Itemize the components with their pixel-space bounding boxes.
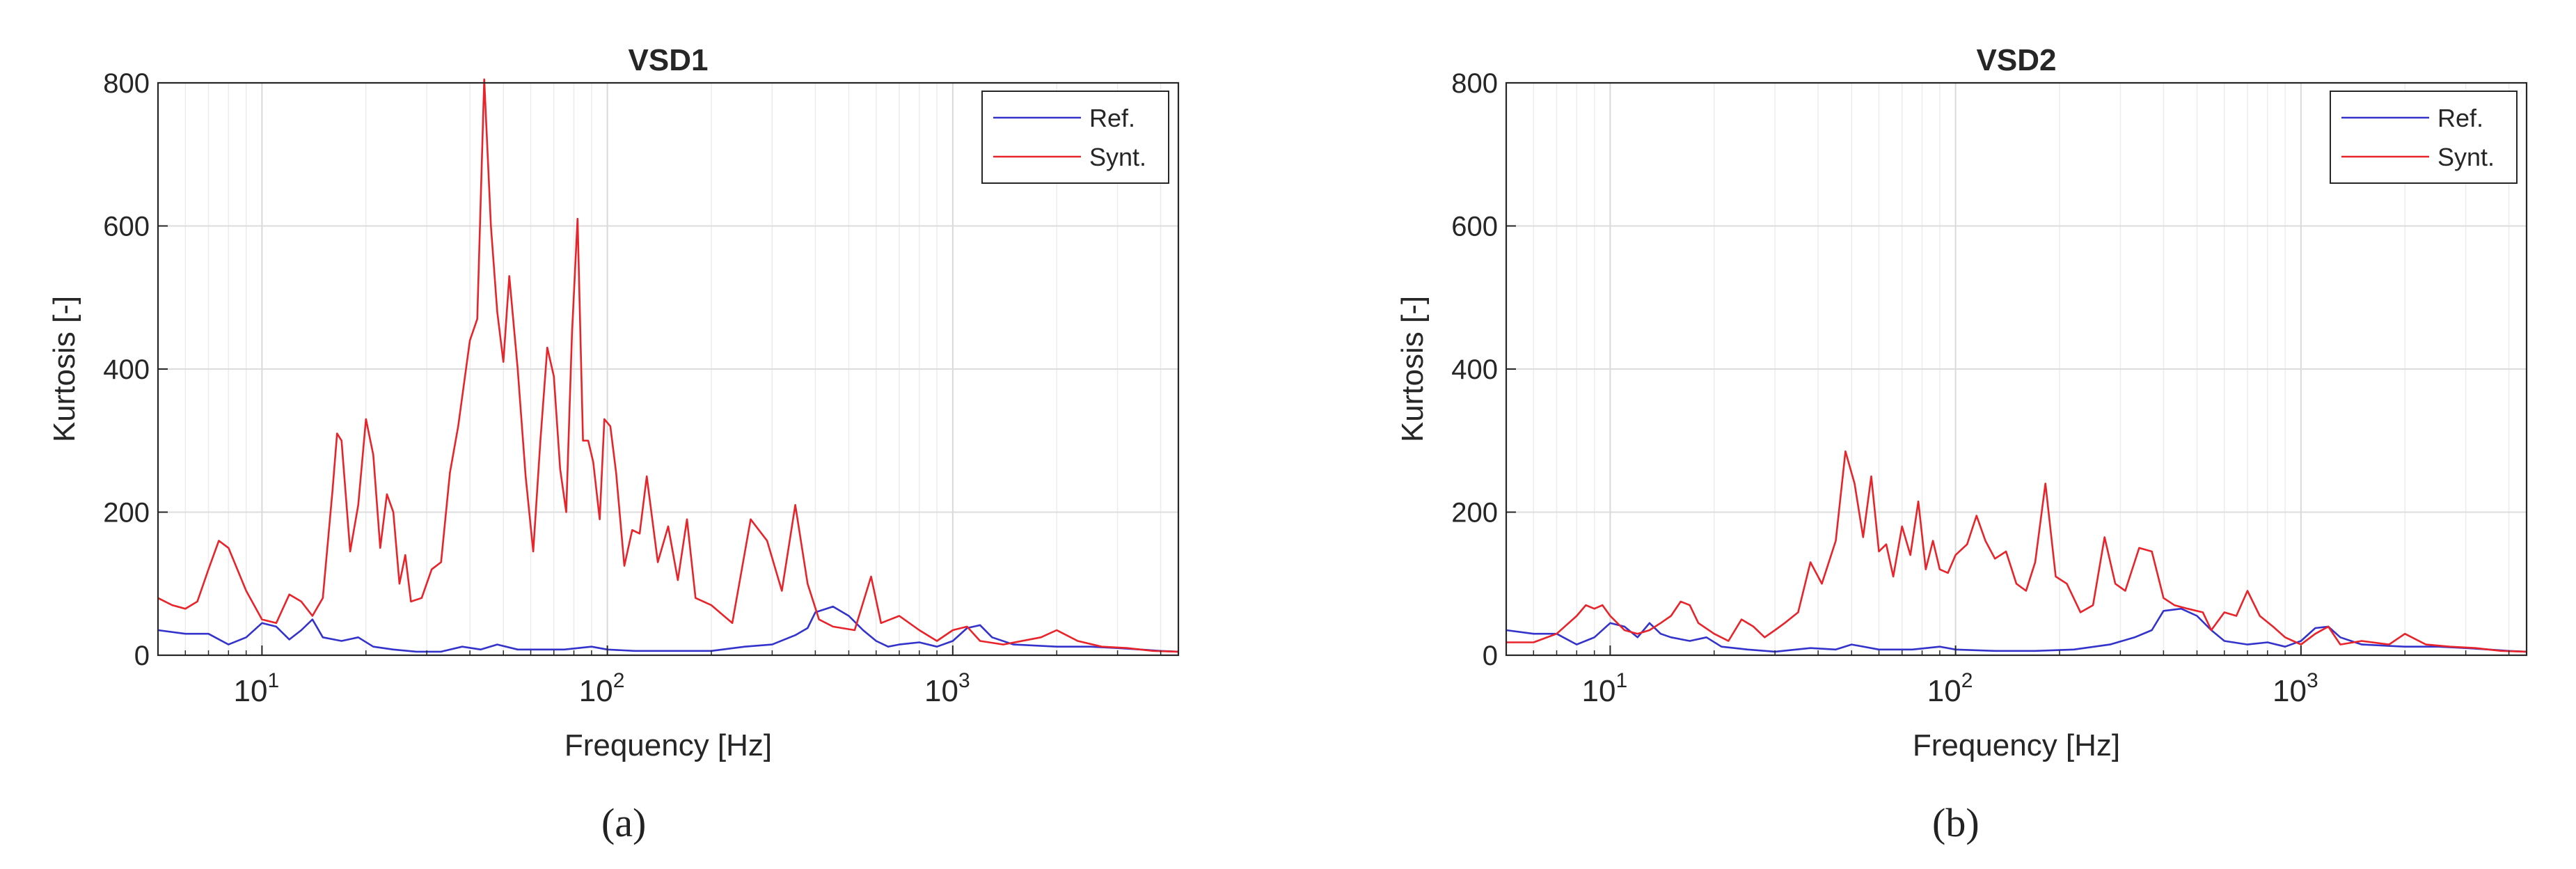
x-axis-label: Frequency [Hz] (1913, 728, 2120, 762)
grid (1506, 83, 2527, 655)
grid (158, 83, 1178, 655)
y-tick-label: 0 (1483, 641, 1498, 671)
x-tick-label: 101 (1582, 669, 1628, 708)
y-tick-label: 600 (103, 212, 150, 242)
series-line-synt (157, 78, 1179, 653)
chart-title: VSD1 (629, 43, 709, 77)
legend-label: Ref. (1089, 104, 1135, 132)
y-tick-label: 200 (1451, 498, 1498, 529)
legend-box (2330, 91, 2518, 184)
legend-label: Ref. (2437, 104, 2483, 132)
y-axis-label: Kurtosis [-] (47, 296, 81, 442)
x-tick-label: 102 (1927, 669, 1973, 708)
series-line-ref (157, 605, 1179, 653)
chart-title: VSD2 (1977, 43, 2057, 77)
legend-label: Synt. (1089, 143, 1146, 171)
y-tick-label: 200 (103, 498, 150, 529)
x-tick-label: 102 (579, 669, 625, 708)
series-line-synt (1506, 450, 2527, 653)
y-tick-label: 0 (134, 641, 150, 671)
legend-box (981, 91, 1169, 184)
chart-panel-2: 0 200 400 600 800 101 102 103 VSD2 Frequency [Hz]… (1396, 43, 2528, 762)
legend: Ref. Synt. (981, 91, 1169, 184)
x-axis-label: Frequency [Hz] (564, 728, 772, 762)
caption-a: (a) (601, 800, 647, 845)
x-tick-label: 103 (2273, 669, 2318, 708)
chart-panel-1: 0 200 400 600 800 101 102 103 VSD1 Frequency [Hz]… (47, 43, 1180, 762)
y-tick-label: 400 (103, 354, 150, 385)
y-tick-label: 800 (1451, 68, 1498, 99)
y-axis-label: Kurtosis [-] (1396, 296, 1430, 442)
x-tick-label: 103 (924, 669, 970, 708)
x-tick-label: 101 (234, 669, 280, 708)
caption-b: (b) (1932, 800, 1980, 845)
y-tick-label: 400 (1451, 354, 1498, 385)
legend: Ref. Synt. (2330, 91, 2518, 184)
y-tick-label: 600 (1451, 212, 1498, 242)
y-tick-label: 800 (103, 68, 150, 99)
legend-label: Synt. (2437, 143, 2495, 171)
